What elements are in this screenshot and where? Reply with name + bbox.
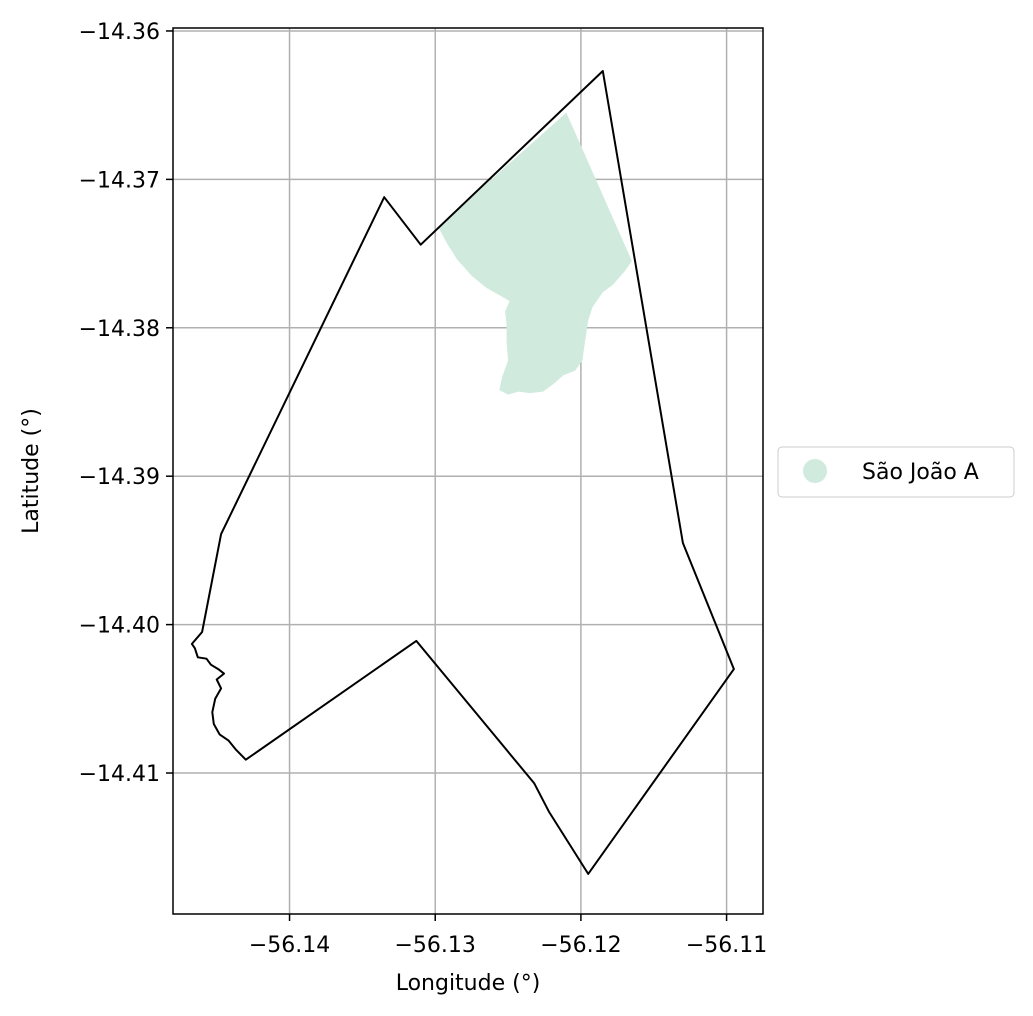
x-tick-label: −56.11 — [686, 933, 767, 958]
y-axis-ticks: −14.36 −14.37 −14.38 −14.39 −14.40 −14.41 — [79, 20, 173, 787]
y-tick-label: −14.39 — [79, 465, 160, 490]
x-tick-label: −56.13 — [395, 933, 476, 958]
y-tick-label: −14.36 — [79, 20, 160, 45]
y-tick-label: −14.38 — [79, 317, 160, 342]
boundary-layer — [190, 70, 735, 875]
legend-label: São João A — [862, 460, 979, 485]
legend-frame — [777, 446, 1015, 498]
y-tick-label: −14.40 — [79, 614, 160, 639]
region-sao-joao-a — [438, 112, 632, 395]
grid-lines — [173, 28, 763, 914]
y-axis-label: Latitude (°) — [19, 408, 44, 534]
x-tick-label: −56.14 — [249, 933, 330, 958]
legend-marker — [803, 459, 827, 483]
y-tick-label: −14.37 — [79, 168, 160, 193]
plot-frame — [172, 27, 764, 915]
legend: São João A — [777, 446, 1015, 498]
x-axis-ticks: −56.14 −56.13 −56.12 −56.11 — [249, 914, 767, 958]
municipal-boundary — [190, 70, 735, 875]
region-layer — [438, 112, 632, 395]
x-axis-label: Longitude (°) — [396, 971, 541, 996]
x-tick-label: −56.12 — [540, 933, 621, 958]
y-tick-label: −14.41 — [79, 762, 160, 787]
